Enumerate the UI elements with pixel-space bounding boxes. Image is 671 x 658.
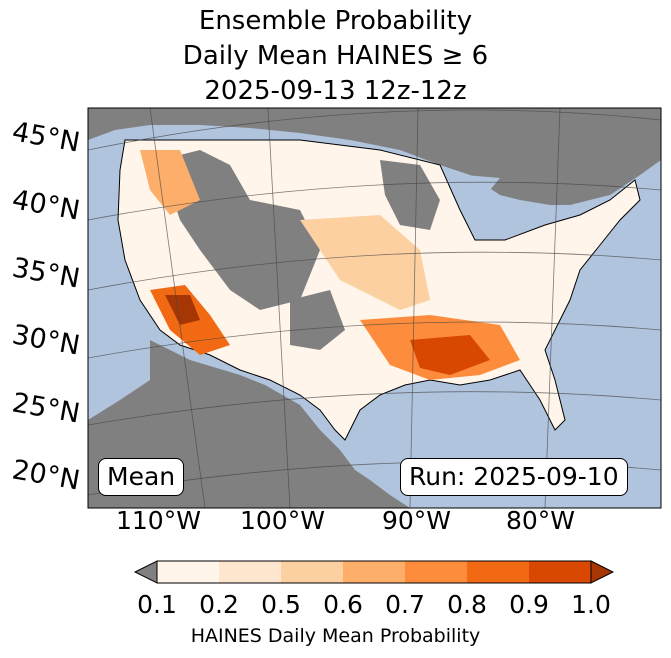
graticule xyxy=(88,108,661,508)
colorbar-bin-7 xyxy=(529,561,591,583)
colorbar-tick-0-9: 0.9 xyxy=(509,590,549,619)
run-date-label: Run: 2025-09-10 xyxy=(400,458,628,496)
colorbar-label: HAINES Daily Mean Probability xyxy=(190,625,481,647)
mean-label: Mean xyxy=(98,458,185,496)
colorbar-tick-0-6: 0.6 xyxy=(323,590,363,619)
masked-north xyxy=(380,160,440,230)
colorbar-tick-0-1: 0.1 xyxy=(137,590,177,619)
colorbar-tick-0-7: 0.7 xyxy=(385,590,425,619)
colorbar-under-extend xyxy=(133,560,158,584)
map-frame xyxy=(87,107,662,509)
masked-west xyxy=(160,150,320,310)
canada-land xyxy=(88,108,661,205)
colorbar-tick-0-8: 0.8 xyxy=(447,590,487,619)
colorbar-bin-4 xyxy=(343,561,405,583)
prob-region-plains xyxy=(300,215,430,310)
masked-texas xyxy=(290,290,345,350)
prob-region-northwest xyxy=(140,150,200,215)
colorbar-bin-1 xyxy=(157,561,219,583)
colorbar-bin-6 xyxy=(467,561,529,583)
colorbar-tick-0-5: 0.5 xyxy=(261,590,301,619)
title-line-3: 2025-09-13 12z-12z xyxy=(204,76,467,106)
colorbar-outline xyxy=(156,560,592,584)
prob-region-south-core xyxy=(410,335,490,375)
title-line-1: Ensemble Probability xyxy=(198,6,473,36)
colorbar-bin-2 xyxy=(219,561,281,583)
colorbar-over-extend xyxy=(590,560,615,584)
title-line-2: Daily Mean HAINES ≥ 6 xyxy=(182,41,489,71)
prob-region-southwest-core xyxy=(165,295,200,325)
colorbar-tick-0-2: 0.2 xyxy=(199,590,239,619)
colorbar-bin-3 xyxy=(281,561,343,583)
colorbar-bin-5 xyxy=(405,561,467,583)
colorbar xyxy=(133,560,615,584)
lon-label-110w: 110°W xyxy=(116,506,201,535)
lon-label-100w: 100°W xyxy=(240,506,325,535)
lon-label-80w: 80°W xyxy=(506,506,576,535)
lon-label-90w: 90°W xyxy=(382,506,452,535)
colorbar-tick-1-0: 1.0 xyxy=(571,590,611,619)
